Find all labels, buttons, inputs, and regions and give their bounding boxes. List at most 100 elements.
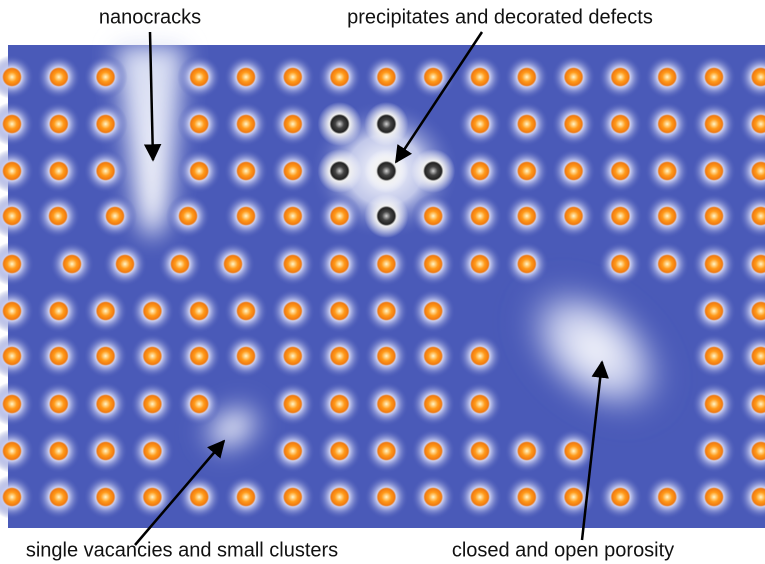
atom <box>271 429 315 473</box>
atom <box>692 242 736 286</box>
atom <box>37 475 81 519</box>
atom <box>458 194 502 238</box>
atom <box>364 334 408 378</box>
atom <box>458 242 502 286</box>
atom <box>411 289 455 333</box>
atom <box>84 475 128 519</box>
atom <box>37 149 81 193</box>
atom <box>458 149 502 193</box>
atom <box>411 382 455 426</box>
atom <box>598 102 642 146</box>
atom <box>318 242 362 286</box>
atom <box>37 382 81 426</box>
atom <box>411 242 455 286</box>
atom <box>598 242 642 286</box>
atom <box>364 55 408 99</box>
atom <box>130 382 174 426</box>
atom <box>692 382 736 426</box>
atom <box>458 429 502 473</box>
atom <box>84 429 128 473</box>
atom <box>364 242 408 286</box>
atom <box>318 475 362 519</box>
atom <box>364 475 408 519</box>
atom <box>37 289 81 333</box>
atom <box>84 102 128 146</box>
atom <box>93 194 137 238</box>
atom <box>130 334 174 378</box>
atom <box>505 102 549 146</box>
atom <box>211 242 255 286</box>
atom <box>458 382 502 426</box>
atom <box>84 149 128 193</box>
atom <box>224 334 268 378</box>
atom <box>37 102 81 146</box>
atom <box>364 149 408 193</box>
label: single vacancies and small clusters <box>26 539 338 561</box>
atom <box>130 429 174 473</box>
atom <box>598 194 642 238</box>
atom <box>645 242 689 286</box>
atom <box>103 242 147 286</box>
atom <box>411 194 455 238</box>
atom <box>224 102 268 146</box>
atom <box>271 149 315 193</box>
atom <box>318 55 362 99</box>
label: precipitates and decorated defects <box>347 6 653 28</box>
atom <box>271 102 315 146</box>
atom <box>364 429 408 473</box>
atom <box>505 149 549 193</box>
atom <box>458 55 502 99</box>
atom <box>692 475 736 519</box>
atom <box>692 289 736 333</box>
atom <box>552 102 596 146</box>
atom <box>177 382 221 426</box>
atom <box>318 289 362 333</box>
atom <box>692 149 736 193</box>
atom <box>692 55 736 99</box>
atom <box>411 55 455 99</box>
atom <box>598 475 642 519</box>
atom <box>224 194 268 238</box>
atom <box>552 55 596 99</box>
atom <box>318 149 362 193</box>
atom <box>692 194 736 238</box>
atom <box>411 334 455 378</box>
atom <box>166 194 210 238</box>
atom <box>505 429 549 473</box>
atom <box>505 194 549 238</box>
atom <box>224 149 268 193</box>
atom <box>364 382 408 426</box>
atom <box>84 382 128 426</box>
atom <box>318 382 362 426</box>
atom <box>364 102 408 146</box>
atom <box>37 55 81 99</box>
atom <box>37 429 81 473</box>
atom <box>318 334 362 378</box>
atom <box>552 194 596 238</box>
atom <box>318 429 362 473</box>
atom <box>130 289 174 333</box>
atom <box>177 102 221 146</box>
atom <box>505 55 549 99</box>
atom <box>271 382 315 426</box>
atom <box>645 475 689 519</box>
atom <box>411 149 455 193</box>
atom <box>37 334 81 378</box>
atom <box>645 102 689 146</box>
label: nanocracks <box>99 6 201 28</box>
atom <box>271 289 315 333</box>
atom <box>130 475 174 519</box>
defect-diagram: nanocracks precipitates and decorated de… <box>0 0 765 564</box>
atom <box>411 429 455 473</box>
atom <box>271 55 315 99</box>
atom <box>224 475 268 519</box>
atom <box>692 102 736 146</box>
atom <box>411 475 455 519</box>
atom <box>505 242 549 286</box>
atom <box>271 194 315 238</box>
atom <box>84 55 128 99</box>
atom <box>458 334 502 378</box>
atom <box>692 334 736 378</box>
atom <box>318 194 362 238</box>
atom <box>645 55 689 99</box>
